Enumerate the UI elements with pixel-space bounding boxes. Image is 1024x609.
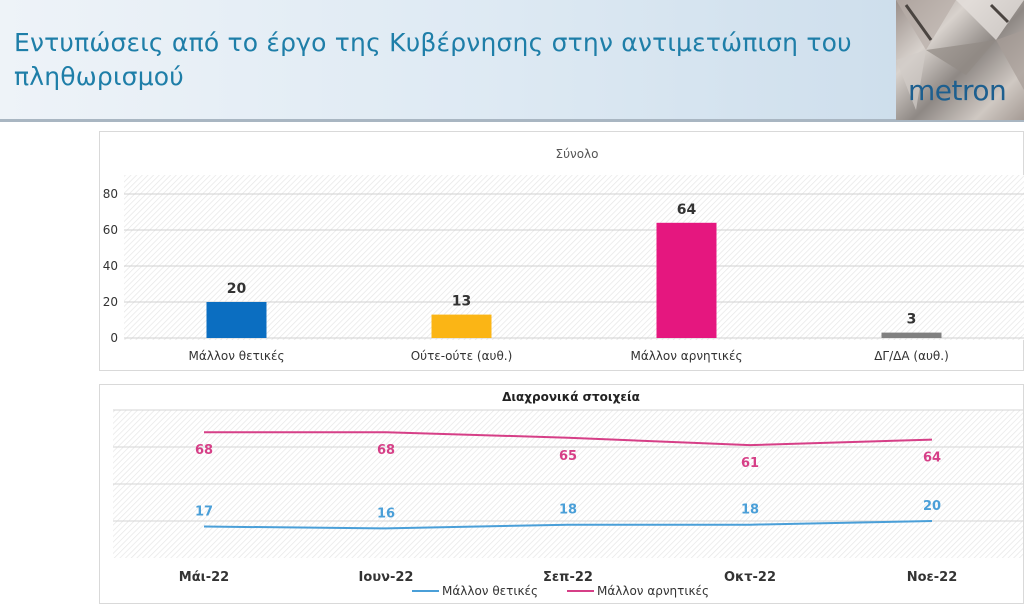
bar-value-label: 20	[227, 281, 247, 297]
bar-y-tick-label: 80	[103, 187, 118, 201]
bar-category-label: Μάλλον αρνητικές	[630, 349, 742, 363]
bar-chart-title: Σύνολο	[555, 147, 598, 161]
page-title-line-1: Εντυπώσεις από το έργο της Κυβέρνησης στ…	[14, 28, 852, 57]
bar	[206, 302, 267, 338]
line-value-label: 20	[923, 499, 941, 514]
line-gridlines	[113, 409, 1023, 522]
line-value-label: 68	[377, 443, 395, 458]
line-value-label: 64	[923, 451, 941, 466]
line-chart: Διαχρονικά στοιχεία 17 16 18 18 20 68 68 65 61 64…	[113, 390, 1023, 598]
line-series	[203, 431, 933, 530]
line-category-label: Νοε-22	[907, 570, 958, 585]
bar-value-label: 3	[907, 312, 917, 328]
line-value-label: 16	[377, 506, 395, 521]
line-chart-title: Διαχρονικά στοιχεία	[502, 390, 640, 404]
line-value-label: 17	[195, 505, 213, 520]
page-title-line-2: πληθωρισμού	[14, 62, 184, 91]
line-category-label: Μάι-22	[179, 570, 229, 585]
bar-plot-area	[124, 175, 1024, 340]
line-series-path	[203, 520, 933, 530]
report-header: Εντυπώσεις από το έργο της Κυβέρνησης στ…	[0, 0, 1024, 122]
bar	[431, 314, 492, 338]
bar-value-label: 13	[452, 294, 471, 310]
bar-y-tick-label: 0	[110, 331, 118, 345]
line-series-path	[204, 431, 933, 447]
bar-category-label: ΔΓ/ΔΑ (αυθ.)	[874, 349, 949, 363]
line-value-label: 18	[559, 503, 577, 518]
bar-value-label: 64	[677, 202, 697, 218]
line-value-labels: 17 16 18 18 20 68 68 65 61 64	[195, 443, 941, 521]
bar-chart: Σύνολο 80 60 40 20 0 20 13 64 3 Μάλλον θετικές Ο…	[103, 147, 1024, 363]
bar-value-labels: 20 13 64 3	[227, 202, 917, 328]
logo-text: metron	[908, 74, 1007, 107]
bar-gridlines	[124, 193, 1024, 339]
bar-series	[206, 222, 942, 338]
line-value-label: 18	[741, 503, 759, 518]
logo-glass-icon	[896, 0, 1024, 110]
line-category-label: Οκτ-22	[724, 570, 776, 585]
line-value-label: 61	[741, 456, 759, 471]
line-chart-panel: Διαχρονικά στοιχεία 17 16 18 18 20 68 68 65 61 64…	[99, 384, 1024, 604]
bar	[656, 222, 717, 338]
bar-chart-panel: Σύνολο 80 60 40 20 0 20 13 64 3 Μάλλον θετικές Ο…	[99, 131, 1024, 371]
bar-y-tick-label: 20	[103, 295, 118, 309]
line-category-label: Ιουν-22	[359, 570, 414, 585]
bar-category-label: Ούτε-ούτε (αυθ.)	[411, 349, 513, 363]
line-legend: Μάλλον θετικές Μάλλον αρνητικές	[412, 584, 709, 598]
line-value-label: 65	[559, 449, 577, 464]
bar-y-tick-label: 40	[103, 259, 118, 273]
metron-logo: metron	[896, 0, 1024, 120]
bar-y-axis: 80 60 40 20 0	[103, 187, 118, 345]
line-value-label: 68	[195, 443, 213, 458]
line-category-label: Σεπ-22	[543, 570, 593, 585]
bar-y-tick-label: 60	[103, 223, 118, 237]
bar	[881, 332, 942, 338]
bar-x-axis: Μάλλον θετικές Ούτε-ούτε (αυθ.) Μάλλον αρν…	[188, 349, 948, 363]
legend-label: Μάλλον θετικές	[442, 584, 538, 598]
bar-category-label: Μάλλον θετικές	[188, 349, 284, 363]
page-title: Εντυπώσεις από το έργο της Κυβέρνησης στ…	[14, 26, 884, 94]
line-x-axis: Μάι-22 Ιουν-22 Σεπ-22 Οκτ-22 Νοε-22	[179, 570, 957, 585]
legend-label: Μάλλον αρνητικές	[597, 584, 709, 598]
